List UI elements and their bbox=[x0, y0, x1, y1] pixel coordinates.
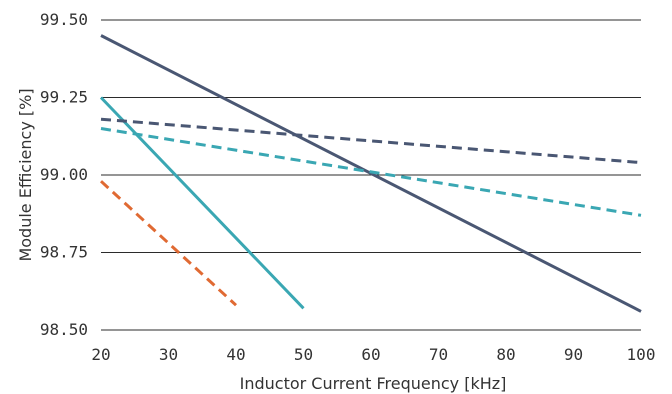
y-tick-label: 98.50 bbox=[40, 320, 88, 339]
x-tick-label: 40 bbox=[226, 345, 245, 364]
x-tick-label: 90 bbox=[564, 345, 583, 364]
x-tick-label: 100 bbox=[627, 345, 656, 364]
y-axis-title: Module Efficiency [%] bbox=[16, 88, 35, 261]
series-line-3 bbox=[100, 117, 642, 165]
x-tick-label: 70 bbox=[429, 345, 448, 364]
x-axis-title: Inductor Current Frequency [kHz] bbox=[240, 374, 507, 393]
x-tick-label: 20 bbox=[91, 345, 110, 364]
series-line-2 bbox=[99, 96, 305, 310]
y-tick-labels: 99.50 99.25 99.00 98.75 98.50 bbox=[40, 10, 88, 339]
x-tick-label: 60 bbox=[361, 345, 380, 364]
series-line-4 bbox=[100, 127, 642, 217]
series-lines bbox=[99, 34, 642, 313]
x-tick-label: 30 bbox=[159, 345, 178, 364]
y-tick-label: 99.00 bbox=[40, 165, 88, 184]
series-line-5 bbox=[99, 180, 238, 307]
series-line-1 bbox=[100, 34, 642, 313]
x-tick-label: 80 bbox=[496, 345, 515, 364]
y-tick-label: 98.75 bbox=[40, 243, 88, 262]
y-tick-label: 99.50 bbox=[40, 10, 88, 29]
y-tick-label: 99.25 bbox=[40, 88, 88, 107]
x-tick-label: 50 bbox=[294, 345, 313, 364]
x-tick-labels: 20 30 40 50 60 70 80 90 100 bbox=[91, 345, 655, 364]
